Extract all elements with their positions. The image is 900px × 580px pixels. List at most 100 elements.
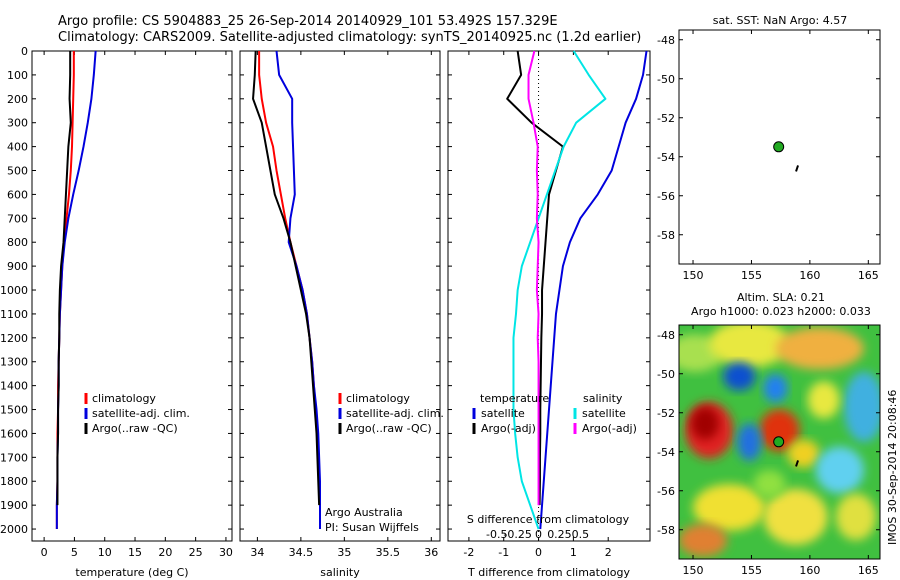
sal-legend-entry: Argo(..raw -QC) — [346, 422, 432, 435]
sla-anomaly-blob — [737, 423, 762, 461]
sla-anomaly-blob — [691, 406, 720, 440]
temperature-ytick-label: 1200 — [0, 332, 28, 345]
temperature-ytick-label: 500 — [7, 165, 28, 178]
temperature-ytick-label: 2000 — [0, 523, 28, 536]
differences-xtick-label: -1 — [498, 546, 509, 559]
sst_map-frame — [678, 29, 881, 265]
sla-anomaly-blob — [763, 488, 828, 545]
sla_map-ytick-label: -48 — [657, 329, 675, 342]
differences-xtick-label: -2 — [463, 546, 474, 559]
diff-legend-title-t: temperature — [480, 392, 549, 405]
temperature-ytick-label: 200 — [7, 93, 28, 106]
temperature-xtick-label: 0 — [41, 546, 48, 559]
salinity-xtick-label: 34 — [250, 546, 264, 559]
figure-title-line2: Climatology: CARS2009. Satellite-adjuste… — [58, 30, 642, 45]
salinity-series-1 — [275, 50, 321, 530]
diff-legend-title-s: salinity — [583, 392, 623, 405]
sla-anomaly-blob — [835, 493, 876, 541]
temperature-xtick-label: 10 — [98, 546, 112, 559]
temperature-ytick-label: 0 — [21, 45, 28, 58]
sla_map-ytick-label: -56 — [657, 485, 675, 498]
sla-anomaly-blob — [763, 374, 788, 403]
differences-xlabel: T difference from climatology — [467, 566, 630, 579]
temperature-ytick-label: 1900 — [0, 499, 28, 512]
temperature-ytick-label: 400 — [7, 141, 28, 154]
sla_map-ytick-label: -54 — [657, 446, 675, 459]
sla_map-frame — [678, 324, 881, 560]
temp-legend-entry: satellite-adj. clim. — [92, 407, 190, 420]
temp-legend-entry: climatology — [92, 392, 156, 405]
sst-map-title: sat. SST: NaN Argo: 4.57 — [713, 14, 847, 27]
sla-anomaly-blob — [709, 325, 790, 368]
sst_map-xtick-label: 160 — [799, 269, 820, 282]
differences-series-2 — [512, 50, 607, 530]
sla-anomaly-blob — [723, 362, 756, 391]
sla_map-ytick-label: -58 — [657, 524, 675, 537]
temperature-ytick-label: 1700 — [0, 451, 28, 464]
sla-heatmap — [679, 325, 880, 559]
temperature-series-2 — [56, 51, 72, 506]
diff-stick-label: -0.5 — [486, 528, 507, 541]
temperature-xtick-label: 5 — [71, 546, 78, 559]
sla_map-xtick-label: 150 — [683, 564, 704, 577]
temperature-ytick-label: 300 — [7, 117, 28, 130]
diff-legend-entry-s: satellite — [582, 407, 626, 420]
sla-map-title-line2: Argo h1000: 0.023 h2000: 0.033 — [691, 305, 871, 318]
temperature-ytick-label: 1000 — [0, 284, 28, 297]
sla-map-title-line1: Altim. SLA: 0.21 — [737, 291, 825, 304]
sla-anomaly-blob — [753, 470, 786, 499]
diff-legend-entry-t: Argo(-adj) — [481, 422, 536, 435]
salinity-xtick-label: 34.5 — [289, 546, 314, 559]
diff-legend-entry-s: Argo(-adj) — [582, 422, 637, 435]
sal-annotation: PI: Susan Wijffels — [325, 521, 419, 534]
temperature-ytick-label: 1600 — [0, 427, 28, 440]
diff-stick-label: 0.5 — [572, 528, 590, 541]
temperature-ytick-label: 1800 — [0, 475, 28, 488]
temperature-ytick-label: 800 — [7, 236, 28, 249]
sst_map-ytick-label: -58 — [657, 229, 675, 242]
salinity-xlabel: salinity — [320, 566, 360, 579]
sst_map-ytick-label: -50 — [657, 73, 675, 86]
salinity-xtick-label: 36 — [424, 546, 438, 559]
sla-anomaly-blob — [693, 484, 766, 531]
sla-anomaly-blob — [759, 409, 800, 452]
sla-anomaly-blob — [843, 371, 880, 442]
salinity-xtick-label: 35 — [337, 546, 351, 559]
temperature-xtick-label: 15 — [128, 546, 142, 559]
salinity-plot-frame — [239, 50, 441, 542]
sst_map-xtick-label: 155 — [741, 269, 762, 282]
sst_map-ytick-label: -54 — [657, 151, 675, 164]
sst_map-xtick-label: 165 — [858, 269, 879, 282]
sla-anomaly-blob — [679, 523, 728, 557]
argo-station-marker — [773, 436, 785, 448]
differences-series-1 — [506, 50, 564, 506]
temperature-ytick-label: 1100 — [0, 308, 28, 321]
sla_map-ytick-label: -52 — [657, 407, 675, 420]
temp-legend-entry: Argo(..raw -QC) — [92, 422, 178, 435]
temperature-xlabel: temperature (deg C) — [75, 566, 188, 579]
salinity-series-2 — [252, 50, 321, 506]
diff-stick-label: 0.25 — [547, 528, 572, 541]
temperature-plot-frame — [31, 50, 233, 542]
temperature-ytick-label: 1500 — [0, 404, 28, 417]
sst_map-ytick-label: -48 — [657, 34, 675, 47]
diff-stick-label: -0.25 — [503, 528, 531, 541]
island-outline — [795, 165, 799, 172]
diff-stick-label: 0 — [535, 528, 542, 541]
figure-title-line1: Argo profile: CS 5904883_25 26-Sep-2014 … — [58, 14, 558, 29]
temperature-ytick-label: 1400 — [0, 380, 28, 393]
sst_map-ytick-label: -56 — [657, 190, 675, 203]
salinity-xtick-label: 35.5 — [376, 546, 401, 559]
sla-anomaly-blob — [775, 327, 864, 370]
temperature-ytick-label: 900 — [7, 260, 28, 273]
sla_map-xtick-label: 160 — [799, 564, 820, 577]
sst_map-ytick-label: -52 — [657, 112, 675, 125]
sst_map-xtick-label: 150 — [683, 269, 704, 282]
sla_map-ytick-label: -50 — [657, 368, 675, 381]
sla_map-xtick-label: 165 — [858, 564, 879, 577]
sal-legend-entry: climatology — [346, 392, 410, 405]
temperature-ytick-label: 1300 — [0, 356, 28, 369]
differences-plot-frame — [447, 50, 651, 542]
island-outline — [795, 460, 799, 467]
